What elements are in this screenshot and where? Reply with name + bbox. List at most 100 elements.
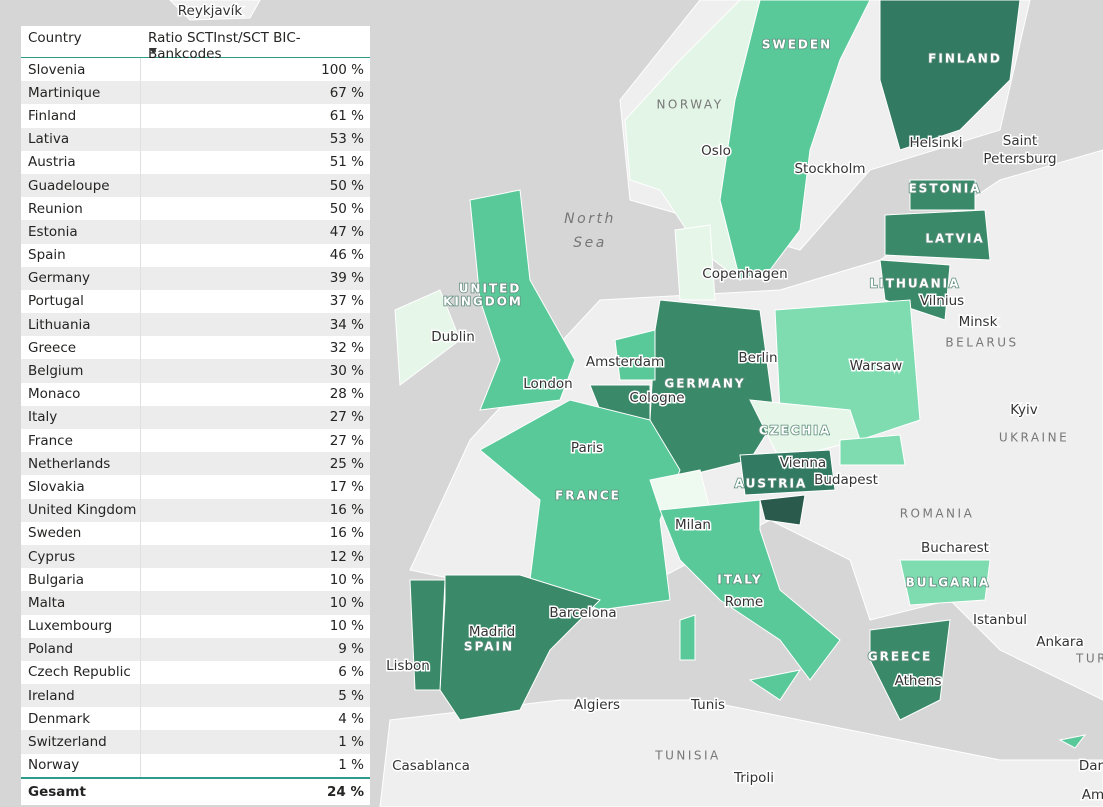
map-label: London: [523, 376, 573, 392]
table: Country Ratio SCTInst/SCT BIC-Bankcodes Sl…: [21, 26, 370, 805]
country-cell: Slovakia: [21, 475, 141, 499]
ratio-cell: 100 %: [321, 61, 364, 78]
map-label: North: [564, 211, 616, 227]
table-row: Czech Republic 6 %: [21, 660, 370, 685]
map-label: UKRAINE: [999, 431, 1069, 445]
table-row: Slovakia 17 %: [21, 475, 370, 499]
country-cell: Switzerland: [21, 730, 141, 754]
ratio-cell: 67 %: [329, 84, 364, 101]
country-cell: Guadeloupe: [21, 173, 141, 198]
ratio-cell: 4 %: [338, 710, 364, 727]
table-row: United Kingdom 16 %: [21, 498, 370, 522]
table-row: Spain 46 %: [21, 243, 370, 267]
map-label: UNITED: [459, 282, 522, 296]
table-row: Netherlands 25 %: [21, 452, 370, 476]
map-label: Reykjavík: [178, 3, 243, 19]
country-cell: Reunion: [21, 197, 141, 221]
map-label: ITALY: [717, 573, 762, 587]
map-label: Madrid: [469, 624, 515, 640]
map-label: Warsaw: [850, 358, 903, 374]
country-cell: Finland: [21, 104, 141, 128]
map-label: NORWAY: [656, 98, 723, 112]
map-label: Petersburg: [983, 151, 1056, 167]
table-body: Slovenia 100 % Martinique 67 % Finland 61 % La…: [21, 58, 370, 777]
ratio-cell: 34 %: [329, 316, 364, 333]
ratio-cell: 61 %: [329, 107, 364, 124]
map-label: Oslo: [701, 143, 731, 159]
map-label: Athens: [895, 673, 942, 689]
ratio-cell: 6 %: [338, 664, 364, 681]
country-cell: Denmark: [21, 707, 141, 731]
ratio-cell: 5 %: [338, 687, 364, 704]
table-row: Portugal 37 %: [21, 289, 370, 314]
map-label: TUR: [1075, 652, 1103, 666]
map-label: GERMANY: [664, 377, 745, 391]
country-cell: Cyprus: [21, 544, 141, 569]
map-label: SWEDEN: [762, 38, 832, 52]
ratio-cell: 28 %: [329, 386, 364, 403]
ratio-cell: 1 %: [338, 734, 364, 751]
column-header[interactable]: Ratio SCTInst/SCT BIC-Bankcodes: [148, 30, 301, 62]
country-cell: Czech Republic: [21, 660, 141, 685]
map-label: Amsterdam: [586, 354, 664, 370]
map-label: Helsinki: [909, 135, 962, 151]
country-cell: Monaco: [21, 382, 141, 406]
country-cell: Lithuania: [21, 313, 141, 337]
map-label: Paris: [571, 440, 603, 456]
map-labels: Reykjavík NORWAY SWEDEN FINLAND Helsinki Sain…: [176, 2, 1103, 805]
map-label: Tunis: [690, 697, 725, 713]
map-label: BULGARIA: [906, 576, 991, 590]
country-shapes: [394, 0, 1087, 749]
ratio-cell: 39 %: [329, 270, 364, 287]
country-cell: United Kingdom: [21, 498, 141, 522]
table-row: Poland 9 %: [21, 637, 370, 661]
table-row: Switzerland 1 %: [21, 730, 370, 754]
country-cell: Lativa: [21, 127, 141, 151]
map-label: FRANCE: [555, 489, 621, 503]
table-row: Slovenia 100 %: [21, 58, 370, 82]
country-cell: Greece: [21, 336, 141, 360]
map-label: Tripoli: [733, 770, 774, 786]
country-cell: Martinique: [21, 81, 141, 105]
ratio-cell: 27 %: [329, 409, 364, 426]
ratio-cell: 50 %: [329, 177, 364, 194]
table-header: Country Ratio SCTInst/SCT BIC-Bankcodes: [21, 26, 370, 62]
map-label: Barcelona: [549, 605, 616, 621]
ratio-cell: 9 %: [338, 641, 364, 658]
country-cell: Sweden: [21, 521, 141, 545]
map-label: Minsk: [959, 314, 998, 330]
table-row: Ireland 5 %: [21, 684, 370, 708]
table-row: France 27 %: [21, 429, 370, 453]
country-cell: Portugal: [21, 289, 141, 314]
map-label: Bucharest: [921, 540, 989, 556]
ratio-cell: 16 %: [329, 525, 364, 542]
table-row: Guadeloupe 50 %: [21, 173, 370, 198]
ratio-cell: 46 %: [329, 247, 364, 264]
ratio-cell: 16 %: [329, 502, 364, 519]
map-label: ESTONIA: [908, 182, 981, 196]
map-label: Dar: [1079, 758, 1103, 774]
ratio-cell: 25 %: [329, 455, 364, 472]
map-label: Vienna: [780, 455, 826, 471]
table-row: Italy 27 %: [21, 405, 370, 429]
country-cell: Bulgaria: [21, 568, 141, 592]
column-header: Country: [28, 30, 82, 46]
table-row: Monaco 28 %: [21, 382, 370, 406]
map-label: ROMANIA: [900, 507, 975, 521]
table-row: Denmark 4 %: [21, 707, 370, 731]
country-cell: Norway: [21, 753, 141, 777]
ratio-cell: 27 %: [329, 432, 364, 449]
total-label: Gesamt: [28, 783, 86, 800]
ratio-cell: 53 %: [329, 131, 364, 148]
map-label: TUNISIA: [654, 749, 721, 763]
table-row: Belgium 30 %: [21, 359, 370, 383]
country-cell: France: [21, 429, 141, 453]
sort-arrow: [149, 48, 157, 53]
country-cell: Ireland: [21, 684, 141, 708]
total-value: 24 %: [326, 783, 364, 800]
country-cell: Belgium: [21, 359, 141, 383]
ratio-cell: 37 %: [329, 293, 364, 310]
table-row: Malta 10 %: [21, 591, 370, 615]
